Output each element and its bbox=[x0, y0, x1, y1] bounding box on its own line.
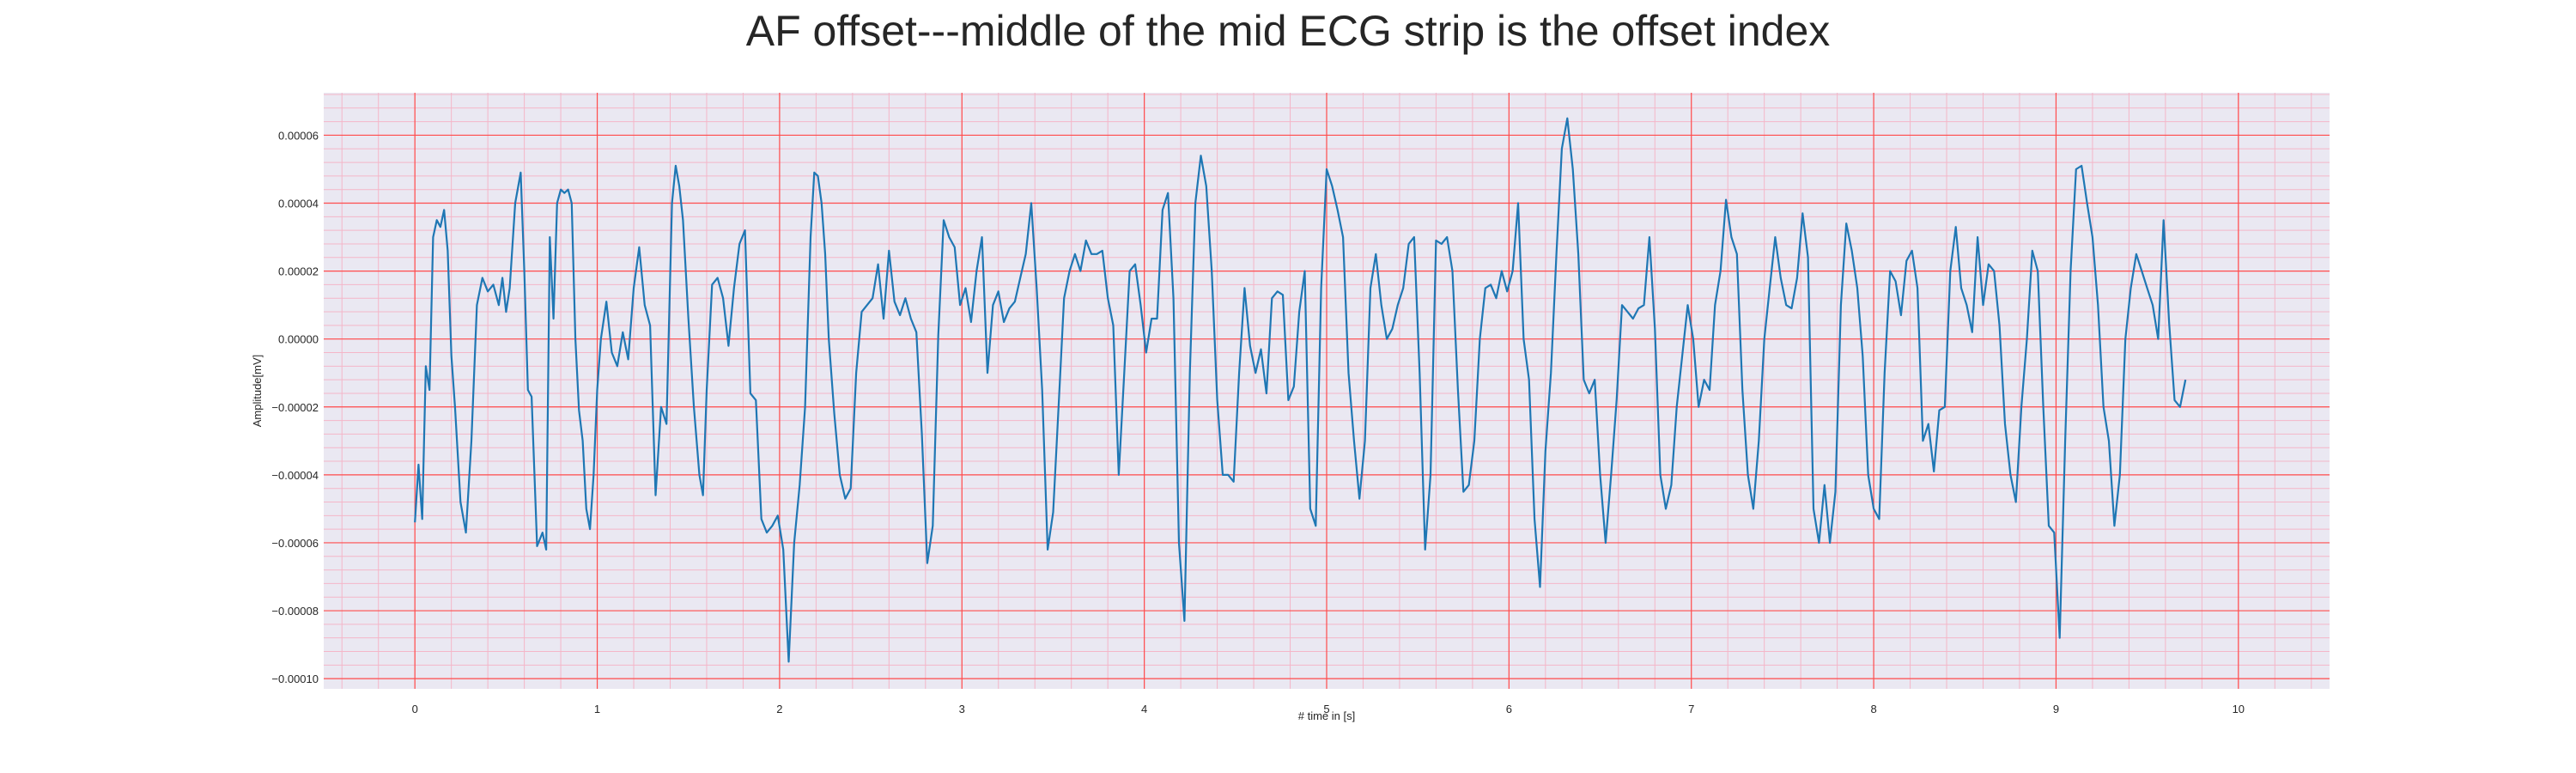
y-tick-label: 0.00002 bbox=[278, 265, 319, 278]
y-tick-label: 0.00004 bbox=[278, 198, 319, 210]
x-tick-label: 5 bbox=[1323, 703, 1329, 715]
ecg-series-line bbox=[414, 117, 2187, 663]
x-tick-label: 4 bbox=[1141, 703, 1147, 715]
x-tick-label: 1 bbox=[594, 703, 600, 715]
y-axis-label: Amplitude[mV] bbox=[251, 355, 264, 428]
x-tick-label: 9 bbox=[2053, 703, 2059, 715]
y-tick-label: −0.00006 bbox=[271, 537, 319, 550]
series-group bbox=[414, 117, 2187, 663]
x-tick-label: 3 bbox=[959, 703, 965, 715]
x-axis-label: # time in [s] bbox=[1298, 709, 1355, 722]
y-tick-label: 0.00006 bbox=[278, 129, 319, 142]
x-tick-label: 0 bbox=[412, 703, 418, 715]
x-axis-ticks: 0 1 2 3 4 5 6 7 8 9 10 bbox=[412, 703, 2245, 715]
x-tick-label: 6 bbox=[1506, 703, 1512, 715]
y-tick-label: −0.00004 bbox=[271, 469, 319, 482]
y-tick-label: −0.00002 bbox=[271, 401, 319, 414]
chart-title: AF offset---middle of the mid ECG strip … bbox=[746, 7, 1831, 55]
major-grid bbox=[324, 93, 2330, 689]
x-tick-label: 7 bbox=[1688, 703, 1694, 715]
y-tick-label: 0.00000 bbox=[278, 333, 319, 346]
x-tick-label: 2 bbox=[776, 703, 782, 715]
x-tick-label: 10 bbox=[2233, 703, 2245, 715]
y-tick-label: −0.00010 bbox=[271, 673, 319, 685]
x-tick-label: 8 bbox=[1870, 703, 1876, 715]
y-tick-label: −0.00008 bbox=[271, 605, 319, 618]
y-axis-ticks: −0.00010 −0.00008 −0.00006 −0.00004 −0.00002… bbox=[271, 129, 319, 685]
